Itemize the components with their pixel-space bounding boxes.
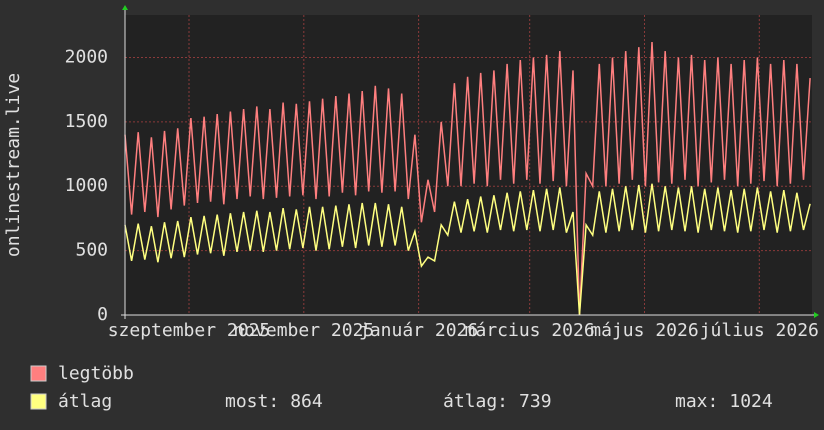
stat-value: 739 xyxy=(519,391,552,412)
x-tick-label: január 2026 xyxy=(359,320,478,341)
series-line xyxy=(124,41,811,316)
y-axis-label: onlinestream.live xyxy=(3,73,24,257)
x-tick-label: május 2026 xyxy=(590,320,698,341)
plot-area xyxy=(125,15,812,315)
stat-label: átlag: xyxy=(443,391,508,412)
x-tick-label: szeptember 2025 xyxy=(108,320,271,341)
stat-value: 1024 xyxy=(729,391,772,412)
axis-arrow xyxy=(814,312,819,318)
legend-label: átlag xyxy=(58,391,112,412)
legend-swatch xyxy=(30,393,47,410)
stat-label: max: xyxy=(675,391,718,412)
x-tick-label: július 2026 xyxy=(700,320,819,341)
legend-swatch xyxy=(30,365,47,382)
y-tick-label: 1000 xyxy=(65,175,108,196)
x-tick-label: március 2026 xyxy=(465,320,595,341)
axis-arrow xyxy=(122,5,128,10)
stat-value: 864 xyxy=(290,391,323,412)
y-tick-label: 500 xyxy=(75,240,108,261)
y-tick-label: 0 xyxy=(97,304,108,325)
y-tick-label: 2000 xyxy=(65,46,108,67)
x-tick-label: november 2025 xyxy=(233,320,374,341)
series-line xyxy=(124,183,811,316)
legend-label: legtöbb xyxy=(58,363,134,384)
stat-label: most: xyxy=(225,391,279,412)
y-tick-label: 1500 xyxy=(65,111,108,132)
